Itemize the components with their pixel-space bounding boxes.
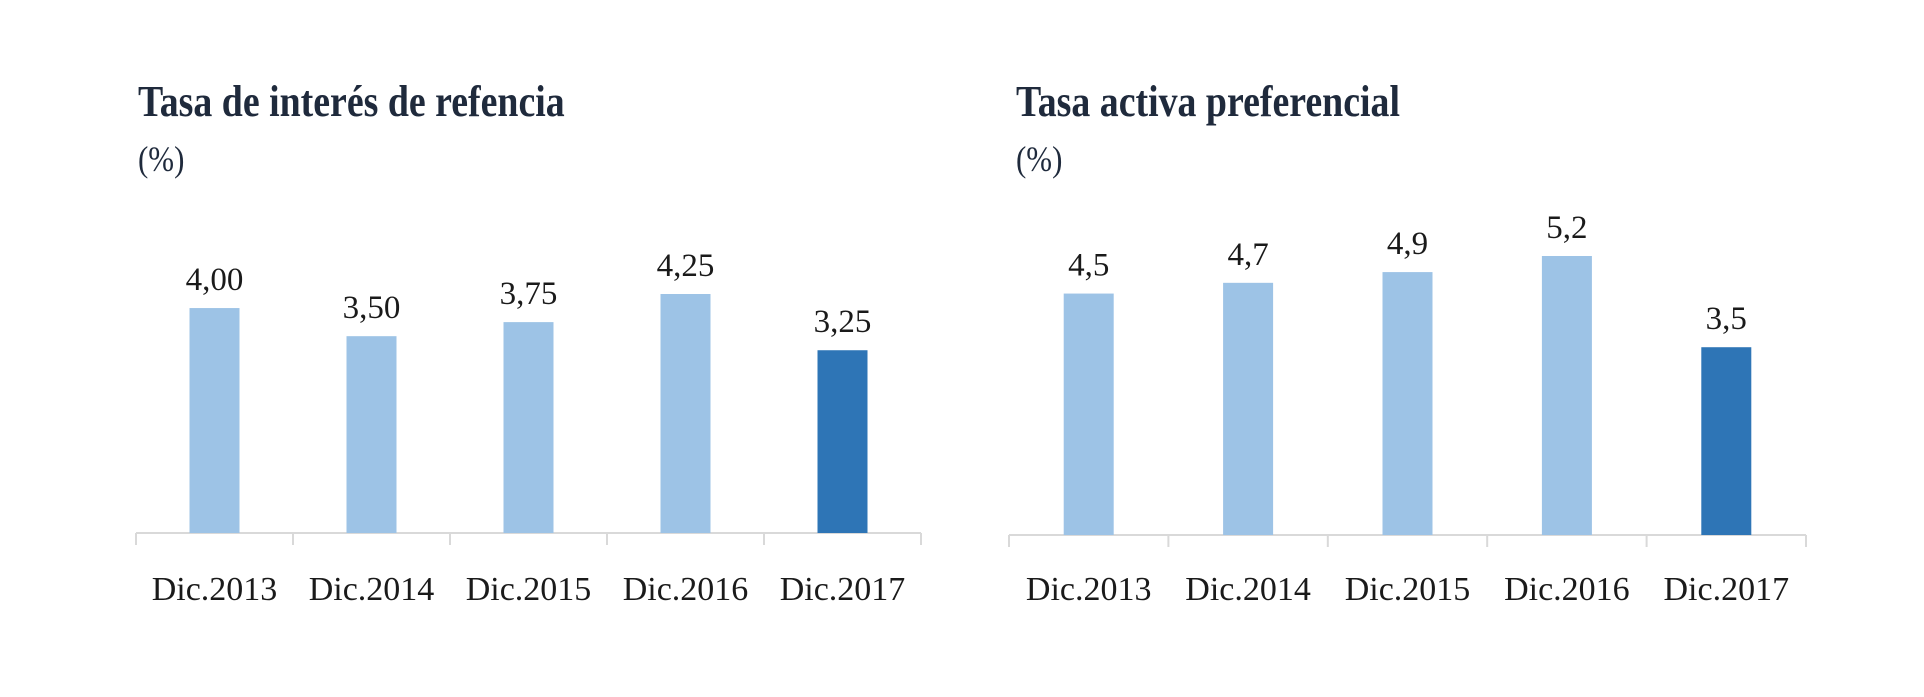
chart-title: Tasa activa preferencial [1016, 77, 1400, 126]
x-tick-label: Dic.2014 [309, 571, 435, 608]
bar-chart-1: 4,5 Dic.2013 4,7 Dic.2014 4,9 Dic.2015 5,2 Dic.… [1008, 210, 1807, 608]
x-tick-label: Dic.2014 [1185, 571, 1311, 608]
bar-Dic.2017 [1701, 347, 1752, 535]
x-tick-label: Dic.2017 [1664, 571, 1790, 608]
data-label: 3,50 [343, 290, 401, 326]
x-tick-label: Dic.2016 [1504, 571, 1630, 608]
bar-Dic.2016 [660, 294, 711, 533]
data-label: 3,5 [1706, 301, 1747, 337]
bar-Dic.2015 [503, 322, 554, 533]
x-tick-label: Dic.2017 [780, 571, 906, 608]
x-tick-label: Dic.2016 [623, 571, 749, 608]
data-label: 4,5 [1068, 248, 1109, 284]
data-label: 3,25 [814, 304, 872, 340]
x-tick-label: Dic.2013 [152, 571, 278, 608]
bar-Dic.2013 [189, 308, 240, 533]
bar-Dic.2014 [346, 336, 397, 533]
data-label: 4,7 [1227, 237, 1268, 273]
data-label: 3,75 [500, 276, 558, 312]
bar-chart-0: 4,00 Dic.2013 3,50 Dic.2014 3,75 Dic.2015 4,25… [135, 248, 922, 608]
x-tick-label: Dic.2015 [1345, 571, 1471, 608]
data-label: 4,9 [1387, 226, 1428, 262]
chart-panel-prime-rate: Tasa activa preferencial (%) [1016, 0, 1816, 697]
chart-title: Tasa de interés de refencia [138, 77, 565, 126]
data-label: 5,2 [1546, 210, 1587, 246]
bar-Dic.2017 [817, 350, 868, 533]
bar-Dic.2015 [1382, 272, 1433, 535]
x-tick-label: Dic.2015 [466, 571, 592, 608]
data-label: 4,00 [186, 262, 244, 298]
chart-unit: (%) [1016, 139, 1063, 179]
data-label: 4,25 [657, 248, 715, 284]
chart-panel-reference-rate: Tasa de interés de refencia (%) [138, 0, 938, 697]
chart-unit: (%) [138, 139, 185, 179]
x-tick-label: Dic.2013 [1026, 571, 1152, 608]
bar-Dic.2013 [1063, 293, 1114, 535]
bar-Dic.2016 [1541, 256, 1592, 535]
bar-Dic.2014 [1223, 282, 1274, 535]
